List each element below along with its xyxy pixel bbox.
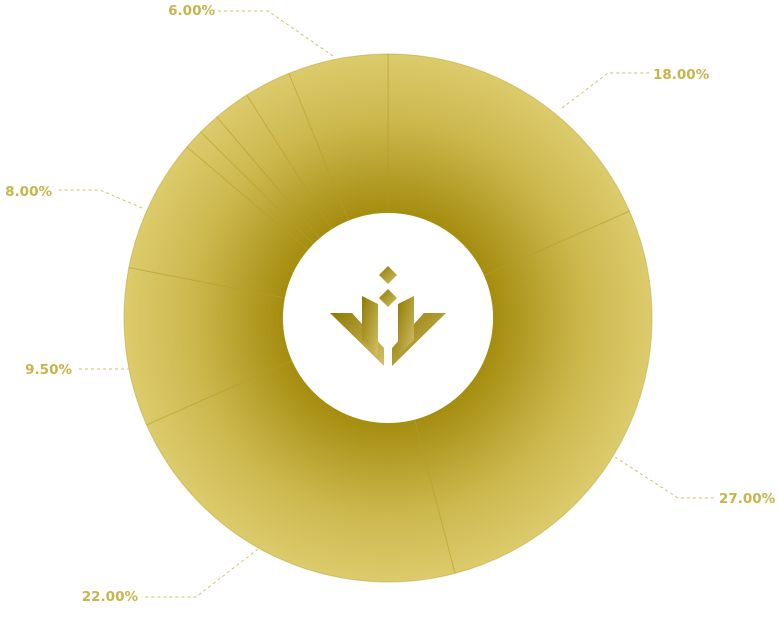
- leader-line: [218, 10, 334, 57]
- pie-slice: [128, 146, 309, 299]
- gold-crest-logo-icon: [330, 266, 446, 366]
- slice-percent-label: 6.00%: [168, 3, 215, 19]
- leader-line: [561, 72, 650, 109]
- donut-slices: [123, 53, 653, 583]
- slice-percent-label: 9.50%: [25, 362, 72, 378]
- slice-labels: 18.00% 27.00% 22.00% 9.50% 8.00% 6.00%: [5, 3, 776, 605]
- slice-percent-label: 27.00%: [719, 491, 776, 507]
- donut-hole: [283, 213, 493, 423]
- leader-line: [142, 548, 259, 598]
- leader-line: [614, 456, 716, 499]
- slice-percent-label: 18.00%: [653, 67, 710, 83]
- slice-percent-label: 22.00%: [82, 589, 139, 605]
- slice-percent-label: 8.00%: [5, 184, 52, 200]
- leader-line: [56, 189, 143, 209]
